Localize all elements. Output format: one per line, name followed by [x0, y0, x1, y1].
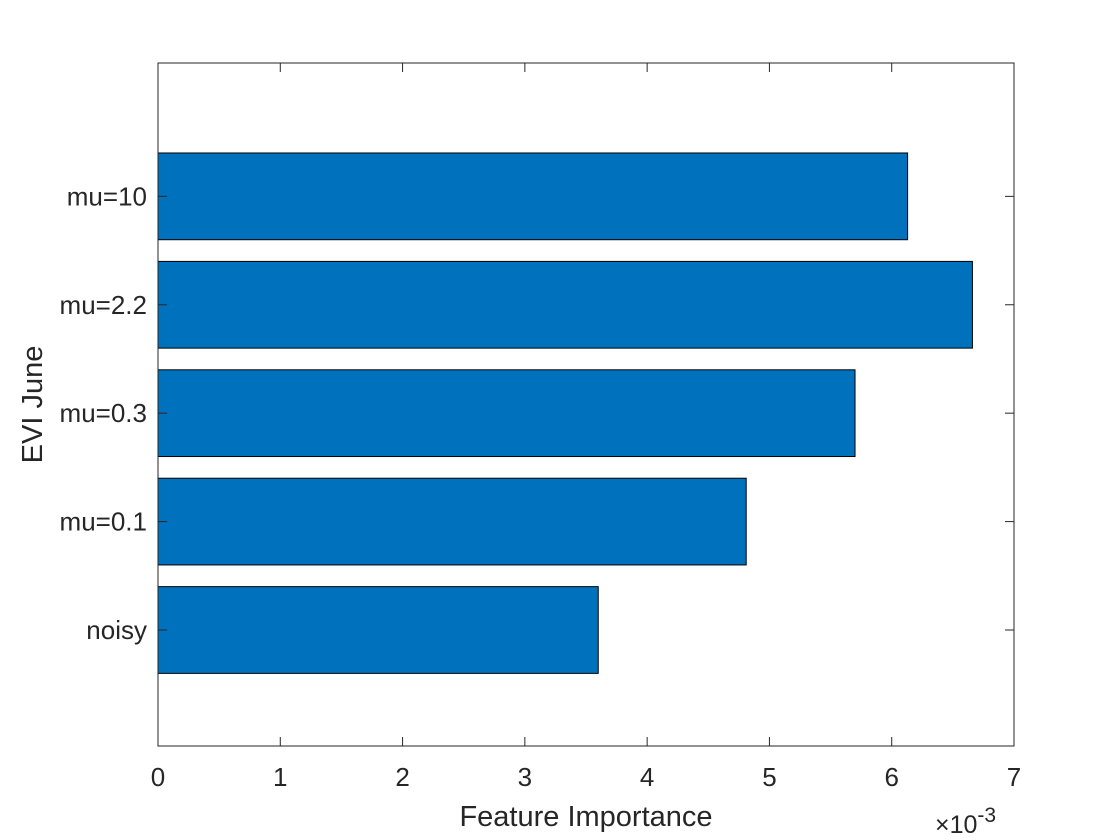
- x-axis-multiplier-exponent: -3: [977, 804, 996, 827]
- y-tick-label-mu=0.3: mu=0.3: [60, 398, 147, 428]
- y-tick-labels: noisy mu=0.1 mu=0.3 mu=2.2 mu=10: [60, 181, 147, 645]
- x-tick-label: 7: [1007, 762, 1021, 792]
- y-tick-label-mu=0.1: mu=0.1: [60, 507, 147, 537]
- x-tick-label: 3: [518, 762, 532, 792]
- x-tick-label: 5: [762, 762, 776, 792]
- axes-box: [157, 62, 1015, 747]
- x-axis-multiplier-base: ×10: [935, 811, 977, 839]
- ticks: [157, 63, 1015, 746]
- bar-noisy: [157, 586, 599, 674]
- y-tick-label-noisy: noisy: [86, 615, 147, 645]
- bar-mu=2.2: [157, 260, 973, 349]
- bar-mu=0.3: [157, 369, 856, 458]
- x-axis-label: Feature Importance: [459, 801, 712, 833]
- bar-mu=10: [157, 152, 909, 241]
- bars: [157, 152, 973, 674]
- x-tick-labels: 0 1 2 3 4 5 6 7: [151, 762, 1021, 792]
- x-tick-label: 0: [151, 762, 165, 792]
- y-tick-label-mu=2.2: mu=2.2: [60, 290, 147, 320]
- y-axis-label: EVI June: [17, 346, 49, 464]
- x-tick-label: 2: [395, 762, 409, 792]
- x-tick-label: 4: [640, 762, 654, 792]
- bar-mu=0.1: [157, 477, 747, 566]
- x-tick-label: 1: [273, 762, 287, 792]
- x-axis-multiplier: ×10-3: [935, 804, 996, 839]
- x-tick-label: 6: [884, 762, 898, 792]
- y-tick-label-mu=10: mu=10: [67, 181, 147, 211]
